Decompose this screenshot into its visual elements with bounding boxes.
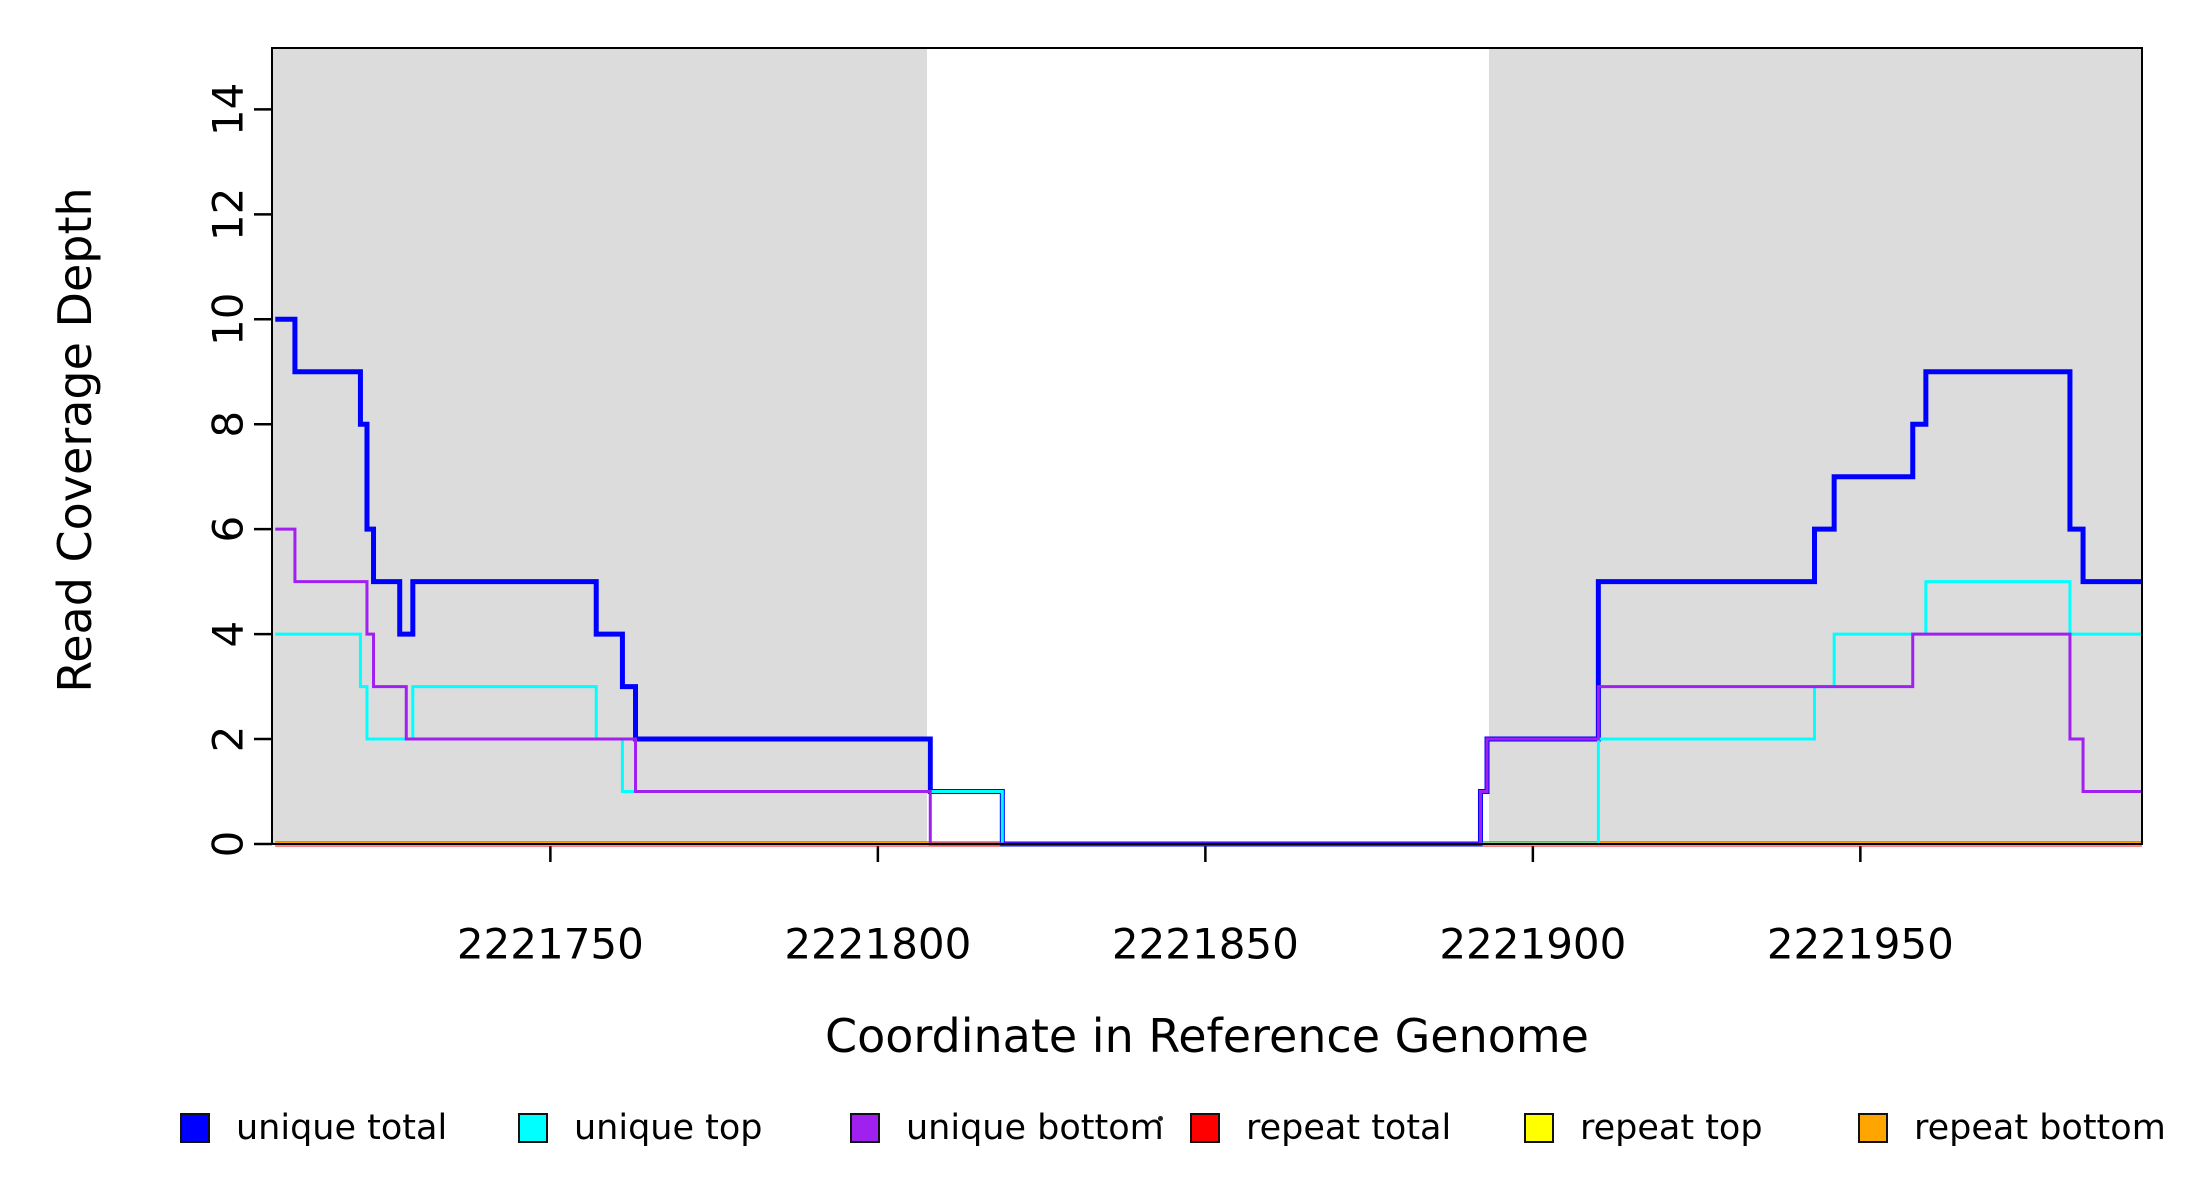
x-tick-label: 2221850: [1112, 920, 1299, 969]
y-tick-label: 10: [204, 293, 253, 346]
y-tick-label: 14: [204, 83, 253, 136]
x-tick-label: 2221900: [1439, 920, 1626, 969]
y-axis-title: Read Coverage Depth: [48, 187, 102, 693]
x-tick-label: 2221950: [1767, 920, 1954, 969]
x-tick-label: 2221800: [784, 920, 971, 969]
stray-dot: [1158, 1116, 1163, 1121]
shaded-region-1: [272, 48, 927, 844]
series-line-unique-top: [275, 580, 2142, 846]
y-tick-label: 12: [204, 188, 253, 241]
y-tick-label: 6: [204, 516, 253, 543]
y-tick-label: 8: [204, 411, 253, 438]
y-tick-label: 2: [204, 726, 253, 753]
x-axis-title: Coordinate in Reference Genome: [825, 1009, 1589, 1063]
y-tick-label: 4: [204, 621, 253, 648]
y-tick-label: 0: [204, 831, 253, 858]
plot-border: [271, 47, 2143, 845]
x-tick-label: 2221750: [457, 920, 644, 969]
